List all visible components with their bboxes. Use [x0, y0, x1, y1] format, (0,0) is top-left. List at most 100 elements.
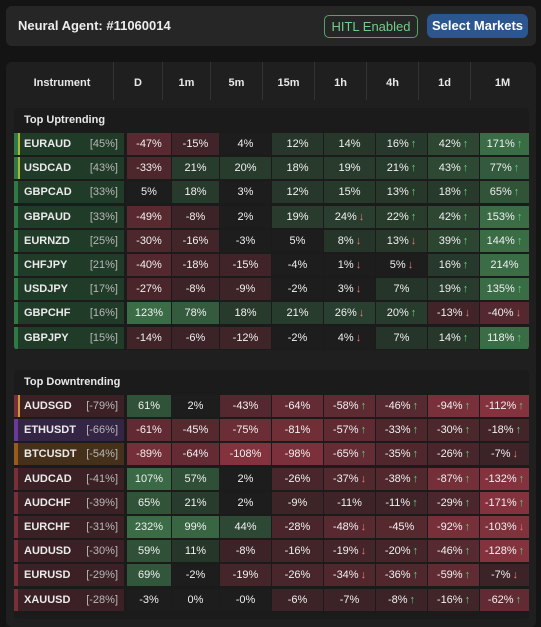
- cell-value: -103%: [484, 521, 517, 533]
- value-cell: -6%: [172, 326, 219, 349]
- value-cell: -26% ↑: [428, 443, 479, 466]
- column-header[interactable]: D: [134, 77, 142, 89]
- value-cell: -15%: [220, 254, 271, 276]
- arrow-up-icon: ↑: [360, 448, 367, 461]
- cell-value: -9%: [235, 283, 256, 296]
- value-cell: 0%: [172, 588, 219, 611]
- value-cell: -62% ↑: [480, 588, 529, 611]
- arrow-up-icon: ↑: [464, 448, 471, 461]
- value-cell: 8% ↓: [324, 229, 375, 252]
- table-row[interactable]: GBPCHF [16%] 123% 78% 18% 21% 26% ↓ 20% ↑ -13% ↓ -40…: [14, 302, 529, 325]
- cell-value: -36%: [384, 569, 411, 582]
- column-header[interactable]: 1d: [438, 77, 451, 89]
- arrow-down-icon: ↓: [407, 259, 414, 271]
- instrument-cell[interactable]: AUDUSD [-30%]: [18, 540, 124, 563]
- row-stripe: [14, 540, 18, 563]
- cell-value: 4%: [337, 331, 354, 344]
- arrow-down-icon: ↓: [464, 307, 471, 320]
- value-cell: -46% ↑: [376, 395, 427, 417]
- group-title: Top Downtrending: [24, 376, 121, 388]
- table-row[interactable]: AUDSGD [-79%] 61% 2% -43% -64% -58% ↑ -46% ↑ -94% ↑…: [14, 395, 529, 417]
- cell-value: -171%: [484, 496, 517, 509]
- table-row[interactable]: AUDUSD [-30%] 59% 11% -8% -16% -19% ↓ -20% ↑ -46% ↑…: [14, 540, 529, 563]
- instrument-cell[interactable]: EURCHF [-31%]: [18, 516, 124, 538]
- instrument-cell[interactable]: GBPAUD [33%]: [18, 205, 124, 228]
- instrument-cell[interactable]: BTCUSDT [-54%]: [18, 443, 124, 466]
- row-stripe: [14, 302, 18, 325]
- column-header[interactable]: 15m: [277, 77, 300, 89]
- cell-value: 39%: [438, 234, 461, 247]
- value-cell: 14% ↑: [428, 326, 479, 349]
- instrument-cell[interactable]: AUDCHF [-39%]: [18, 491, 124, 514]
- value-cell: -47%: [127, 133, 171, 155]
- instrument-cell[interactable]: EURUSD [-29%]: [18, 564, 124, 587]
- arrow-up-icon: ↑: [515, 424, 522, 437]
- arrow-up-icon: ↑: [516, 210, 523, 223]
- table-row[interactable]: EURCHF [-31%] 232% 99% 44% -28% -48% ↓ -45% -92% ↑…: [14, 516, 529, 538]
- column-header[interactable]: 1M: [494, 77, 511, 89]
- instrument-cell[interactable]: ETHUSDT [-66%]: [18, 419, 124, 442]
- value-cell: -38% ↑: [376, 467, 427, 490]
- value-cell: 22% ↑: [376, 205, 427, 228]
- table-row[interactable]: AUDCHF [-39%] 65% 21% 2% -9% -11% -11% ↑ -29% ↑ -17…: [14, 491, 529, 514]
- column-header[interactable]: 1h: [334, 77, 347, 89]
- instrument-symbol: ETHUSDT: [24, 424, 76, 437]
- value-cell: -30% ↑: [428, 419, 479, 442]
- table-row[interactable]: CHFJPY [21%] -40% -18% -15% -4% 1% ↓ 5% ↓ 16% ↑ 214%: [14, 254, 529, 276]
- table-row[interactable]: BTCUSDT [-54%] -89% -64% -108% -98% -65% ↑ -35% ↑…: [14, 443, 529, 466]
- column-header[interactable]: 5m: [228, 77, 245, 89]
- value-cell: 2%: [220, 205, 271, 228]
- value-cell: -8%: [220, 540, 271, 563]
- column-header[interactable]: Instrument: [33, 77, 91, 89]
- table-row[interactable]: GBPCAD [33%] 5% 18% 3% 12% 15% 13% ↑ 18% ↑ 65% ↑: [14, 181, 529, 204]
- column-header[interactable]: 1m: [178, 77, 195, 89]
- instrument-symbol: AUDCHF: [24, 496, 71, 509]
- column-header[interactable]: 4h: [386, 77, 399, 89]
- instrument-cell[interactable]: EURNZD [25%]: [18, 229, 124, 252]
- instrument-cell[interactable]: GBPJPY [15%]: [18, 326, 124, 349]
- instrument-cell[interactable]: AUDSGD [-79%]: [18, 395, 124, 417]
- table-row[interactable]: GBPAUD [33%] -49% -8% 2% 19% 24% ↓ 22% ↑ 42% ↑ 153% ↑: [14, 205, 529, 228]
- instrument-cell[interactable]: CHFJPY [21%]: [18, 254, 124, 276]
- table-row[interactable]: USDCAD [43%] -33% 21% 20% 18% 19% 21% ↑ 43% ↑ 77% ↑: [14, 157, 529, 180]
- instrument-cell[interactable]: EURAUD [45%]: [18, 133, 124, 155]
- instrument-cell[interactable]: GBPCAD [33%]: [18, 181, 124, 204]
- table-row[interactable]: AUDCAD [-41%] 107% 57% 2% -26% -37% ↓ -38% ↑ -87% ↑…: [14, 467, 529, 490]
- value-cell: 7%: [376, 326, 427, 349]
- instrument-symbol: EURAUD: [24, 138, 72, 150]
- instrument-cell[interactable]: AUDCAD [-41%]: [18, 467, 124, 490]
- arrow-up-icon: ↑: [412, 472, 419, 485]
- value-cell: 13% ↓: [376, 229, 427, 252]
- value-cell: 3%: [220, 181, 271, 204]
- value-cell: -89%: [127, 443, 171, 466]
- value-cell: -57% ↑: [324, 419, 375, 442]
- instrument-cell[interactable]: USDCAD [43%]: [18, 157, 124, 180]
- top-uptrending-group: Top Uptrending EURAUD [45%] -47% -15% 4% 12% 1…: [14, 108, 529, 350]
- value-cell: 232%: [127, 516, 171, 538]
- cell-value: -29%: [436, 496, 463, 509]
- cell-value: -8%: [185, 283, 206, 296]
- arrow-up-icon: ↑: [412, 569, 419, 582]
- cell-value: -33%: [384, 424, 411, 437]
- value-cell: -15%: [172, 133, 219, 155]
- table-row[interactable]: ETHUSDT [-66%] -61% -45% -75% -81% -57% ↑ -33% ↑ -…: [14, 419, 529, 442]
- table-row[interactable]: GBPJPY [15%] -14% -6% -12% -2% 4% ↓ 7% 14% ↑ 118% ↑: [14, 326, 529, 349]
- value-cell: -14%: [127, 326, 171, 349]
- value-cell: 5%: [127, 181, 171, 204]
- value-cell: -27%: [127, 278, 171, 301]
- table-row[interactable]: USDJPY [17%] -27% -8% -9% -2% 3% ↓ 7% 19% ↑ 135% ↑: [14, 278, 529, 301]
- cell-value: 19%: [338, 162, 361, 175]
- table-row[interactable]: EURUSD [-29%] 69% -2% -19% -26% -34% ↓ -36% ↑ -59%…: [14, 564, 529, 587]
- table-row[interactable]: EURAUD [45%] -47% -15% 4% 12% 14% 16% ↑ 42% ↑ 171% ↑: [14, 133, 529, 155]
- cell-value: -16%: [436, 593, 463, 606]
- instrument-cell[interactable]: USDJPY [17%]: [18, 278, 124, 301]
- instrument-cell[interactable]: GBPCHF [16%]: [18, 302, 124, 325]
- instrument-cell[interactable]: XAUUSD [-28%]: [18, 588, 124, 611]
- value-cell: -16% ↑: [428, 588, 479, 611]
- cell-value: -2%: [287, 283, 308, 296]
- cell-value: 7%: [393, 331, 410, 344]
- table-row[interactable]: EURNZD [25%] -30% -16% -3% 5% 8% ↓ 13% ↓ 39% ↑ 144% ↑: [14, 229, 529, 252]
- row-stripe: [14, 278, 18, 301]
- table-row[interactable]: XAUUSD [-28%] -3% 0% -0% -6% -7% -8% ↑ -16% ↑ -62% ↑: [14, 588, 529, 611]
- select-markets-button[interactable]: Select Markets: [427, 14, 528, 38]
